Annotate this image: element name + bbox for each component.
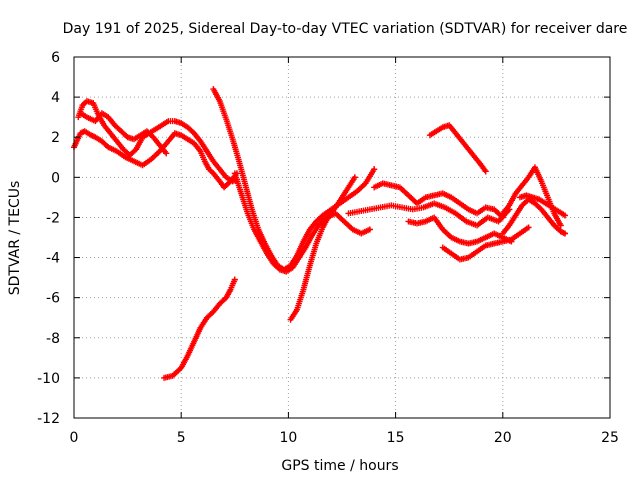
y-tick-label: -12 — [37, 411, 60, 427]
tick-labels: 0 5 10 15 20 25 -12 -10 -8 -6 -4 -2 0 2 4 6 — [37, 50, 619, 446]
x-tick-label: 10 — [279, 430, 297, 446]
y-axis-label: SDTVAR / TECUs — [7, 181, 23, 296]
chart-title: Day 191 of 2025, Sidereal Day-to-day VTE… — [63, 21, 628, 37]
y-tick-label: -2 — [46, 210, 60, 226]
series-track-6 — [231, 170, 373, 275]
data-point — [482, 168, 489, 175]
series-track-1 — [71, 128, 240, 191]
x-tick-label: 0 — [70, 430, 79, 446]
y-tick-label: 0 — [51, 170, 60, 186]
data-point — [104, 143, 111, 150]
series-track-11 — [426, 122, 489, 175]
series-track-8 — [345, 200, 513, 229]
y-tick-label: -6 — [46, 291, 60, 307]
data-points — [71, 86, 568, 381]
x-tick-label: 15 — [387, 430, 405, 446]
y-tick-label: -10 — [37, 371, 60, 387]
data-point — [163, 150, 170, 157]
y-tick-label: 6 — [51, 50, 60, 66]
x-tick-label: 20 — [494, 430, 512, 446]
series-track-7 — [287, 174, 358, 323]
y-tick-label: 2 — [51, 130, 60, 146]
grid-lines — [74, 57, 610, 418]
data-point — [366, 226, 373, 233]
series-track-15 — [516, 192, 568, 219]
data-point — [557, 222, 564, 229]
y-tick-label: 4 — [51, 90, 60, 106]
data-point — [561, 212, 568, 219]
data-point — [231, 276, 238, 283]
series-track-4 — [161, 276, 238, 381]
x-axis-label: GPS time / hours — [281, 458, 398, 474]
series-track-9 — [371, 180, 506, 221]
y-tick-label: -8 — [46, 331, 60, 347]
axis-ticks — [73, 56, 611, 419]
series-track-13 — [499, 164, 564, 229]
series-track-12 — [439, 224, 532, 263]
data-point — [351, 174, 358, 181]
data-point — [525, 224, 532, 231]
plot-frame — [73, 56, 611, 419]
y-tick-label: -4 — [46, 251, 60, 267]
series-track-14 — [499, 196, 568, 237]
data-point — [371, 166, 378, 173]
series-track-3 — [77, 110, 170, 157]
data-point — [561, 230, 568, 237]
x-tick-label: 25 — [601, 430, 619, 446]
x-tick-label: 5 — [177, 430, 186, 446]
data-point — [318, 213, 325, 220]
